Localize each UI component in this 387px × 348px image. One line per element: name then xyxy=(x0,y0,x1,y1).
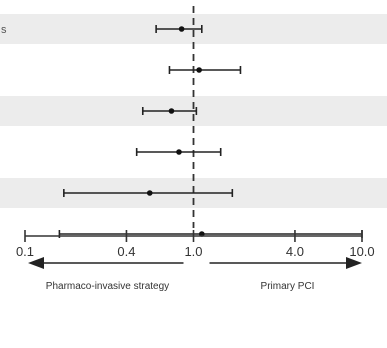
direction-arrows xyxy=(28,257,362,269)
left-arrow-head xyxy=(28,257,44,269)
x-tick-label: 4.0 xyxy=(286,244,304,259)
point-estimate xyxy=(176,149,182,155)
ci-row xyxy=(141,107,198,115)
ci-row xyxy=(63,189,234,197)
point-estimate xyxy=(168,108,175,114)
ci-row xyxy=(168,66,242,74)
edge-text-top-left: s xyxy=(1,24,7,36)
point-estimate xyxy=(196,67,202,73)
x-tick-label: 10.0 xyxy=(349,244,374,259)
left-direction-label: Pharmaco-invasive strategy xyxy=(45,281,170,292)
right-direction-label: Primary PCI xyxy=(260,281,315,292)
ci-row xyxy=(155,25,203,33)
point-estimate xyxy=(178,26,185,32)
x-tick-label: 0.4 xyxy=(117,244,135,259)
right-arrow-head xyxy=(346,257,362,269)
x-tick-label: 1.0 xyxy=(184,244,202,259)
ci-row xyxy=(135,148,222,156)
x-tick-label: 0.1 xyxy=(16,244,34,259)
point-estimate xyxy=(146,190,153,196)
x-axis: 0.1 0.4 1.0 4.0 10.0 xyxy=(16,230,375,259)
